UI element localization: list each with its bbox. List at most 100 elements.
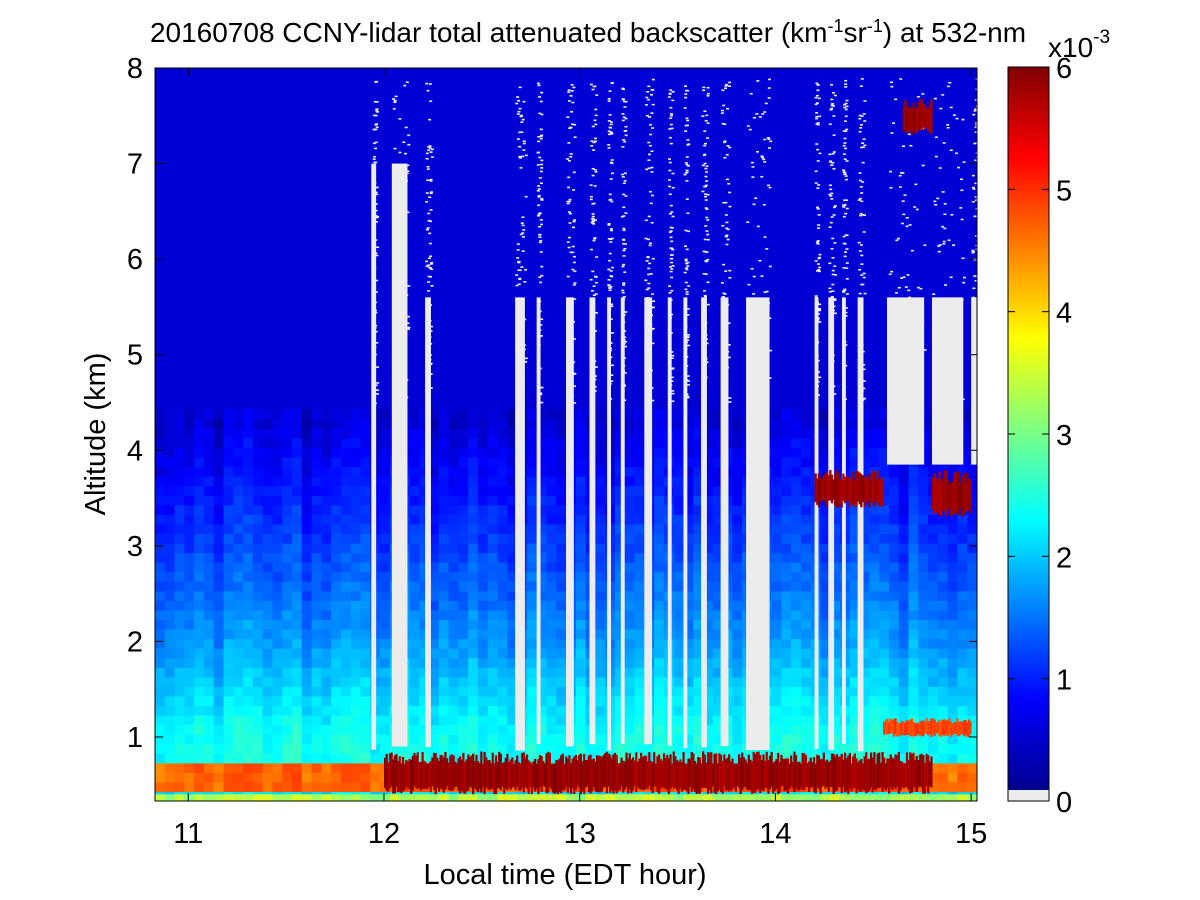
backscatter-cell — [233, 781, 244, 793]
no-data-speckle — [832, 312, 836, 315]
no-data-speckle — [593, 169, 597, 171]
backscatter-cell — [203, 676, 215, 687]
backscatter-cell — [301, 753, 313, 764]
no-data-speckle — [594, 281, 598, 284]
backscatter-cell — [331, 609, 342, 621]
backscatter-cell — [937, 571, 949, 582]
no-data-speckle — [861, 181, 865, 183]
backscatter-cell — [595, 495, 606, 506]
backscatter-cell — [350, 609, 362, 621]
no-data-speckle — [720, 112, 724, 114]
no-data-speckle — [403, 377, 407, 380]
no-data-speckle — [428, 363, 432, 366]
backscatter-cell — [575, 533, 587, 544]
backscatter-cell — [712, 628, 724, 640]
no-data-speckle — [621, 173, 625, 176]
no-data-speckle — [842, 130, 846, 132]
backscatter-cell — [272, 562, 283, 573]
backscatter-cell — [164, 456, 176, 468]
backscatter-cell — [487, 581, 499, 592]
backscatter-cell — [937, 619, 949, 630]
backscatter-cell — [243, 762, 254, 773]
backscatter-cell — [419, 724, 430, 735]
backscatter-cell — [213, 695, 225, 707]
backscatter-cell — [331, 485, 342, 496]
chart-title: 20160708 CCNY-lidar total attenuated bac… — [150, 16, 1026, 48]
backscatter-cell — [223, 533, 234, 544]
backscatter-cell — [556, 676, 567, 687]
backscatter-cell — [849, 581, 861, 592]
backscatter-cell — [654, 600, 665, 611]
backscatter-cell — [683, 523, 694, 535]
backscatter-cell — [282, 437, 293, 449]
backscatter-cell — [360, 428, 371, 439]
backscatter-cell — [477, 485, 489, 496]
no-data-speckle — [407, 143, 411, 146]
backscatter-cell — [360, 695, 371, 707]
backscatter-cell — [849, 686, 861, 697]
backscatter-cell — [869, 571, 880, 582]
backscatter-cell — [233, 456, 244, 468]
backscatter-cell — [693, 447, 704, 458]
backscatter-cell — [419, 590, 430, 601]
backscatter-cell — [252, 638, 264, 649]
backscatter-cell — [243, 523, 254, 535]
backscatter-cell — [331, 418, 342, 429]
backscatter-cell — [468, 705, 479, 716]
backscatter-cell — [869, 590, 880, 601]
no-data-speckle — [843, 137, 847, 140]
no-data-speckle — [609, 131, 613, 133]
no-data-speckle — [845, 199, 849, 201]
backscatter-cell — [556, 428, 567, 439]
backscatter-cell — [262, 456, 274, 468]
backscatter-cell — [213, 600, 225, 611]
backscatter-cell — [693, 542, 704, 554]
no-data-speckle — [593, 237, 597, 239]
no-data-speckle — [427, 219, 431, 222]
no-data-speckle — [572, 361, 576, 364]
backscatter-cell — [830, 533, 841, 544]
no-data-speckle — [706, 86, 710, 89]
backscatter-cell — [194, 466, 205, 477]
backscatter-cell — [800, 428, 812, 439]
backscatter-cell — [340, 456, 352, 468]
backscatter-cell — [703, 657, 714, 668]
backscatter-cell — [781, 456, 792, 468]
backscatter-cell — [507, 533, 518, 544]
backscatter-cell — [830, 590, 841, 601]
backscatter-cell — [937, 657, 949, 668]
backscatter-cell — [497, 476, 508, 487]
backscatter-cell — [155, 695, 166, 707]
backscatter-cell — [487, 667, 499, 678]
backscatter-cell — [223, 762, 234, 773]
no-data-speckle — [860, 344, 864, 346]
no-data-speckle — [609, 161, 613, 164]
backscatter-cell — [888, 743, 900, 754]
backscatter-cell — [888, 648, 900, 659]
backscatter-cell — [213, 485, 225, 496]
backscatter-cell — [360, 619, 371, 630]
backscatter-cell — [703, 648, 714, 659]
no-data-speckle — [907, 340, 911, 342]
no-data-speckle — [706, 238, 710, 241]
no-data-speckle — [519, 233, 523, 236]
backscatter-cell — [595, 638, 606, 649]
backscatter-cell — [419, 437, 430, 449]
backscatter-cell — [820, 724, 831, 735]
no-data-gap — [857, 297, 864, 752]
backscatter-cell — [223, 581, 234, 592]
no-data-speckle — [622, 321, 626, 323]
backscatter-cell — [487, 447, 499, 458]
backscatter-cell — [820, 667, 831, 678]
backscatter-cell — [820, 638, 831, 649]
backscatter-cell — [164, 628, 176, 640]
no-data-speckle — [842, 169, 846, 172]
no-data-speckle — [859, 368, 863, 371]
no-data-speckle — [684, 172, 688, 174]
backscatter-cell — [252, 628, 264, 640]
backscatter-cell — [507, 638, 518, 649]
no-data-speckle — [830, 198, 834, 200]
backscatter-cell — [928, 523, 939, 535]
no-data-speckle — [684, 245, 688, 247]
backscatter-cell — [301, 485, 313, 496]
